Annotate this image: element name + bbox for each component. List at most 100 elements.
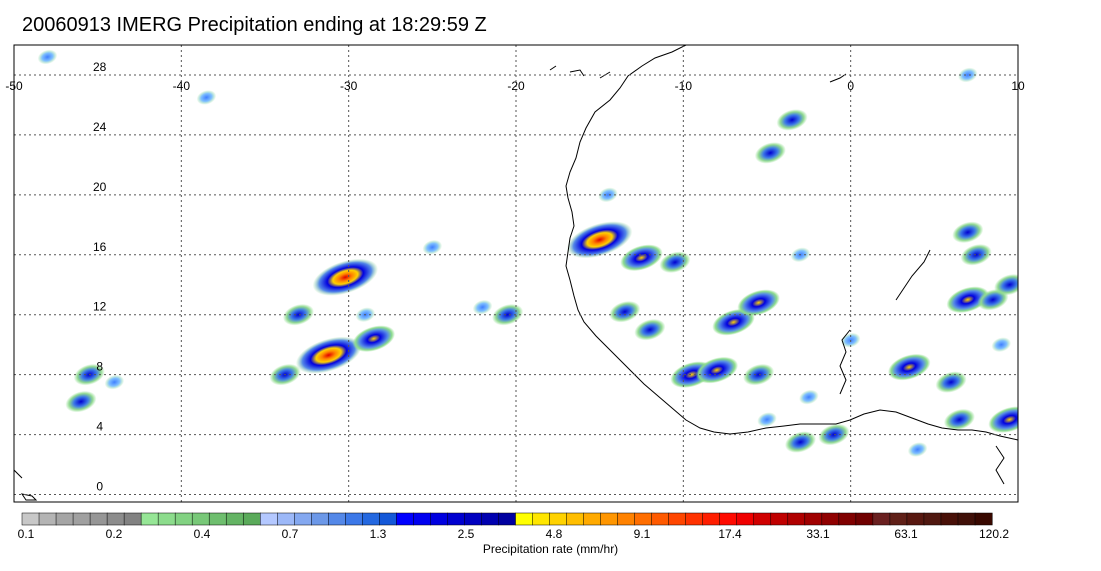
colorbar-swatch — [753, 512, 772, 526]
colorbar-swatch — [311, 512, 329, 526]
colorbar-swatch — [804, 512, 823, 526]
colorbar-tick-label: 0.2 — [106, 527, 123, 541]
colorbar-tick-label: 17.4 — [718, 527, 742, 541]
colorbar-swatch — [906, 512, 925, 526]
colorbar-swatch — [974, 512, 993, 526]
colorbar-swatch — [38, 512, 57, 526]
colorbar-swatch — [21, 512, 40, 526]
colorbar-tick-label: 120.2 — [979, 527, 1009, 541]
colorbar-swatch — [821, 512, 840, 526]
precip-cell — [988, 406, 1018, 433]
precip-cell — [952, 221, 984, 244]
colorbar-swatch — [770, 512, 789, 526]
colorbar-swatch — [277, 512, 295, 526]
precip-cell — [991, 337, 1012, 353]
colorbar-swatch — [668, 512, 687, 526]
border-lines — [839, 249, 1005, 485]
colorbar-swatch — [174, 512, 193, 526]
precip-cell — [422, 239, 443, 255]
colorbar-swatch — [600, 512, 619, 526]
graticule — [14, 45, 1018, 502]
colorbar-swatch — [702, 512, 721, 526]
precip-cell — [958, 67, 978, 83]
colorbar-swatch — [515, 512, 534, 526]
precip-cell — [994, 274, 1018, 296]
colorbar-tick-label: 63.1 — [894, 527, 918, 541]
lon-tick-label: 0 — [847, 79, 854, 93]
colorbar-swatch — [787, 512, 806, 526]
colorbar-tick-label: 0.1 — [18, 527, 35, 541]
precip-cell — [737, 289, 780, 317]
precip-cell — [818, 423, 850, 446]
colorbar-swatch — [208, 512, 227, 526]
map-frame — [13, 44, 1019, 503]
colorbar-swatch — [889, 512, 908, 526]
lon-tick-label: -40 — [173, 79, 191, 93]
colorbar-swatch — [242, 512, 261, 526]
lat-tick-label: 20 — [93, 180, 107, 194]
precip-cell — [712, 308, 755, 336]
precip-cell — [566, 221, 633, 259]
precip-cell — [104, 374, 125, 390]
colorbar: 0.1 0.2 0.4 0.7 1.3 2.5 4.8 9.1 17.4 33.1 63.1 120.… — [18, 512, 1009, 541]
coastline-north — [549, 65, 847, 83]
precip-cell — [472, 299, 493, 315]
precip-cell — [754, 142, 786, 164]
colorbar-swatch — [583, 512, 602, 526]
colorbar-swatch — [957, 512, 976, 526]
colorbar-swatch — [328, 512, 346, 526]
colorbar-swatch — [379, 512, 397, 526]
colorbar-swatch — [532, 512, 551, 526]
lat-tick-label: 28 — [93, 60, 107, 74]
colorbar-swatch — [549, 512, 568, 526]
colorbar-swatch — [566, 512, 585, 526]
colorbar-tick-label: 1.3 — [370, 527, 387, 541]
colorbar-tick-label: 2.5 — [458, 527, 475, 541]
lat-tick-label: 0 — [96, 480, 103, 494]
colorbar-swatch — [923, 512, 942, 526]
island-2 — [14, 469, 23, 479]
colorbar-swatch — [736, 512, 755, 526]
precip-cell — [935, 371, 967, 393]
colorbar-swatch — [498, 512, 517, 526]
precip-cell — [887, 353, 931, 381]
colorbar-tick-label: 33.1 — [806, 527, 830, 541]
precip-cell — [799, 389, 819, 405]
precip-cell — [659, 251, 691, 273]
colorbar-swatch — [259, 512, 278, 526]
precip-cell — [776, 109, 808, 131]
precip-cell — [282, 303, 314, 326]
colorbar-swatch — [447, 512, 466, 526]
colorbar-swatch — [940, 512, 959, 526]
colorbar-swatch — [838, 512, 857, 526]
precip-cell — [295, 336, 362, 374]
precip-cell — [907, 442, 928, 457]
precip-cell — [620, 244, 663, 272]
precip-cell — [634, 318, 666, 341]
lat-tick-label: 4 — [96, 420, 103, 434]
precip-cell — [598, 187, 618, 203]
map-title: 20060913 IMERG Precipitation ending at 1… — [22, 14, 487, 36]
colorbar-swatch — [55, 512, 74, 526]
precip-cell — [943, 408, 975, 431]
colorbar-tick-label: 9.1 — [634, 527, 651, 541]
lat-tick-label: 8 — [96, 360, 103, 374]
colorbar-tick-label: 0.4 — [194, 527, 211, 541]
colorbar-swatch — [345, 512, 363, 526]
colorbar-swatch — [430, 512, 448, 526]
colorbar-tick-label: 4.8 — [546, 527, 563, 541]
precip-cell — [196, 90, 217, 105]
precip-cell — [946, 286, 990, 314]
colorbar-swatch — [72, 512, 91, 526]
lon-tick-label: -20 — [507, 79, 525, 93]
lon-tick-label: -30 — [340, 79, 358, 93]
colorbar-swatch — [157, 512, 176, 526]
colorbar-swatch — [617, 512, 636, 526]
precip-cell — [492, 303, 524, 326]
precipitation-layer — [37, 49, 1018, 457]
colorbar-swatch — [481, 512, 500, 526]
colorbar-swatch — [191, 512, 210, 526]
colorbar-swatch — [634, 512, 653, 526]
